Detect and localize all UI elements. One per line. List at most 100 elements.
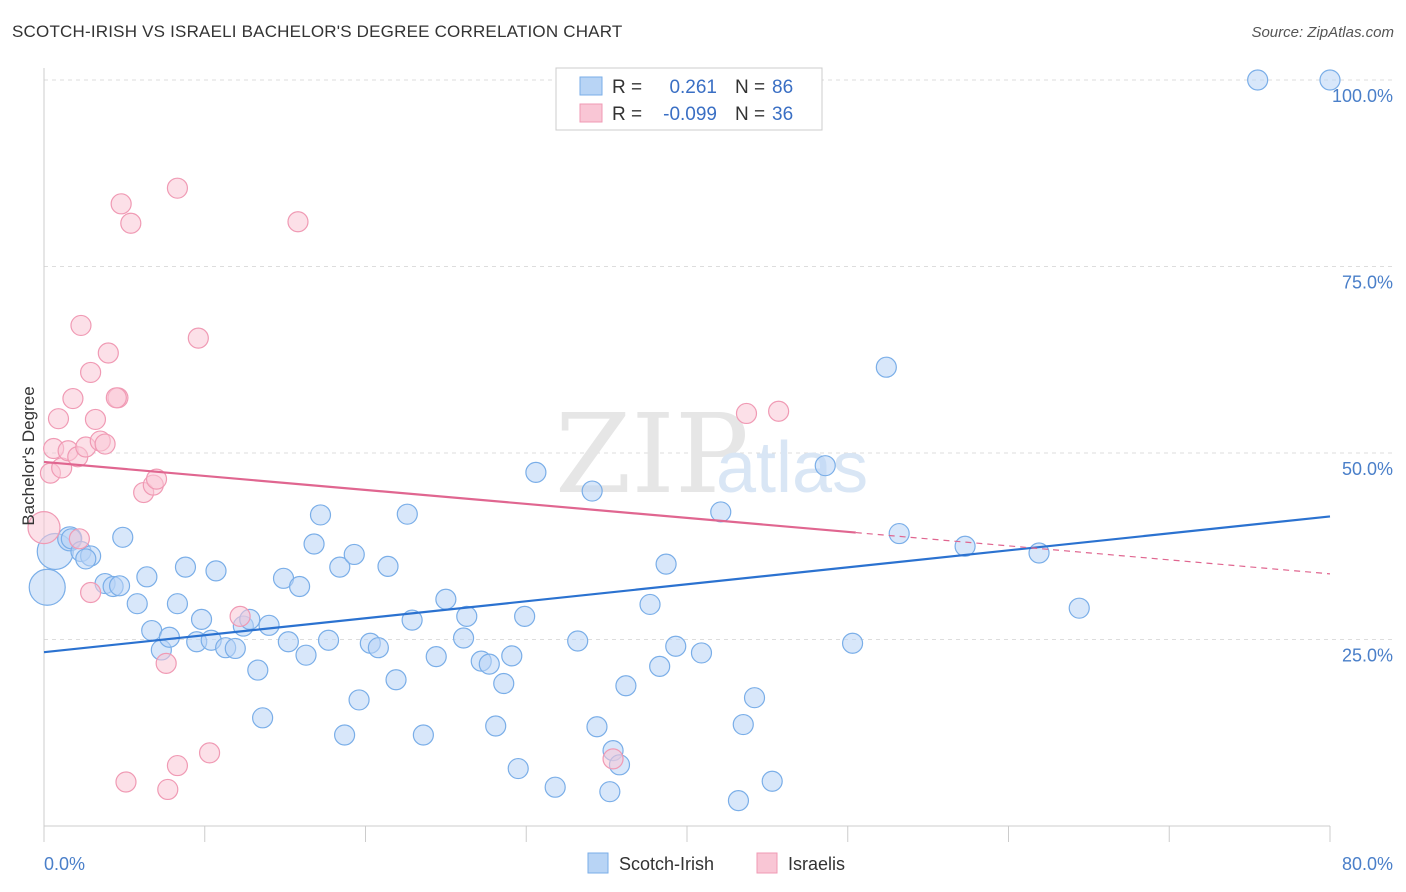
israelis-point <box>80 361 102 384</box>
scotch-irish-point <box>615 675 637 697</box>
scotch-irish-point <box>108 575 131 597</box>
scotch-irish-point <box>639 593 661 616</box>
grid-lines <box>44 79 1393 640</box>
scotch-irish-point <box>501 645 523 667</box>
israelis-points <box>27 177 790 801</box>
israelis-point <box>166 177 189 199</box>
israelis-point <box>94 433 116 455</box>
y-axis-title: Bachelor's Degree <box>19 386 38 525</box>
scotch-irish-point <box>743 687 766 709</box>
x-axis-ticks <box>43 826 1331 842</box>
scotch-irish-point <box>412 724 434 746</box>
israelis-point <box>229 605 251 627</box>
legend-swatch-scotch-irish <box>579 76 603 96</box>
scotch-irish-point <box>126 593 148 615</box>
scotch-irish-point <box>1247 69 1269 91</box>
source-label: Source: ZipAtlas.com <box>1251 24 1394 41</box>
x-tick-label-min: 0.0% <box>44 854 85 874</box>
scotch-irish-point <box>224 637 246 660</box>
scotch-irish-point <box>295 644 317 666</box>
israelis-point <box>145 468 168 490</box>
israelis-point <box>155 652 177 674</box>
scotch-irish-point <box>343 543 365 566</box>
scotch-irish-point <box>401 609 423 631</box>
bottom-legend-swatch-israelis <box>756 852 778 874</box>
scotch-irish-point <box>348 689 370 711</box>
israelis-point <box>105 387 127 409</box>
legend-r-value-2: -0.099 <box>663 104 717 125</box>
scotch-irish-point <box>875 356 897 378</box>
israelis-trend-line <box>43 460 856 534</box>
scotch-irish-point <box>377 555 399 577</box>
israelis-point <box>47 408 70 430</box>
scotch-irish-point <box>485 715 507 737</box>
watermark-atlas: atlas <box>716 428 868 508</box>
scotch-irish-point <box>141 619 163 642</box>
israelis-point <box>68 528 90 550</box>
scotch-irish-point <box>190 608 213 630</box>
scotch-irish-point <box>599 781 621 803</box>
israelis-point <box>602 748 624 770</box>
scotch-irish-point <box>309 504 332 526</box>
legend-r-label-1: R = <box>612 77 642 98</box>
legend-n-label-1: N = <box>735 77 765 98</box>
y-tick-label: 25.0% <box>1342 646 1393 666</box>
israelis-point <box>110 193 132 215</box>
israelis-point <box>166 754 189 777</box>
bottom-legend-swatch-scotch-irish <box>587 852 609 874</box>
scotch-irish-point <box>452 627 475 649</box>
israelis-point <box>120 212 142 234</box>
scotch-irish-point <box>1319 69 1341 91</box>
series-legend: Scotch-Irish Israelis <box>587 852 845 874</box>
scotch-irish-point <box>514 605 536 627</box>
legend-swatch-israelis <box>579 103 603 123</box>
scotch-irish-point <box>367 637 389 659</box>
scotch-irish-point <box>1068 597 1090 619</box>
israelis-point <box>287 211 309 233</box>
scotch-irish-point <box>841 632 864 654</box>
scotch-irish-point <box>727 790 750 812</box>
y-axis-tick-labels: 25.0% 50.0% 75.0% 100.0% <box>1332 86 1393 666</box>
scotch-irish-point <box>385 669 407 691</box>
israelis-point <box>80 581 102 604</box>
israelis-point <box>62 387 84 410</box>
scotch-irish-point <box>732 713 754 736</box>
scotch-irish-point <box>710 501 732 523</box>
scotch-irish-point <box>28 568 66 606</box>
israelis-point <box>27 510 61 545</box>
scotch-irish-trend-line <box>43 515 1331 654</box>
israelis-point <box>157 778 179 801</box>
israelis-point <box>198 742 221 764</box>
scotch-irish-point <box>334 724 356 746</box>
scotch-irish-point <box>136 566 158 588</box>
scotch-irish-point <box>329 556 351 578</box>
israelis-point <box>735 402 758 425</box>
scotch-irish-point <box>814 455 836 477</box>
israelis-point <box>97 342 119 364</box>
scotch-irish-point <box>317 629 340 651</box>
legend-n-value-1: 86 <box>772 77 793 98</box>
scotch-irish-point <box>258 614 280 636</box>
scotch-irish-point <box>252 707 274 729</box>
scotch-irish-point <box>174 556 197 578</box>
scotch-irish-point <box>303 533 325 555</box>
israelis-point <box>84 408 107 431</box>
scotch-irish-point <box>456 605 478 627</box>
israelis-point <box>187 327 209 349</box>
scotch-irish-point <box>525 461 547 483</box>
scotch-irish-point <box>277 631 299 653</box>
legend-r-value-1: 0.261 <box>669 77 717 98</box>
legend-n-value-2: 36 <box>772 104 793 125</box>
scotch-irish-point <box>888 522 910 545</box>
y-tick-label: 50.0% <box>1342 459 1393 479</box>
scotch-irish-point <box>544 776 566 798</box>
scotch-irish-point <box>425 646 447 668</box>
scotch-irish-point <box>507 757 529 780</box>
scotch-irish-point <box>567 630 589 652</box>
scotch-irish-point <box>665 635 687 657</box>
scotch-irish-point <box>75 548 97 570</box>
scotch-irish-point <box>649 655 671 677</box>
scotch-irish-point <box>288 575 311 598</box>
scotch-irish-point <box>396 503 418 525</box>
